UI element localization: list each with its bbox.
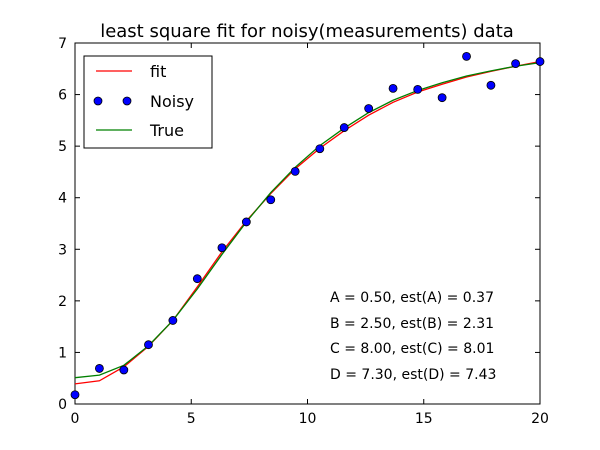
series-noisy-point-10 — [315, 144, 325, 154]
series-noisy-point-0 — [70, 390, 80, 400]
series-noisy-point-4 — [168, 316, 178, 325]
y-tick-label-5: 5 — [58, 139, 67, 155]
series-noisy-point-16 — [462, 52, 471, 61]
series-noisy-point-3 — [144, 340, 153, 350]
chart-title: least square fit for noisy(measurements)… — [100, 21, 514, 42]
y-tick-label-3: 3 — [58, 242, 67, 258]
series-noisy-point-7 — [241, 217, 251, 227]
annotation-d: D = 7.30, est(D) = 7.43 — [330, 367, 496, 383]
x-tick-label-2: 10 — [299, 411, 317, 427]
x-tick-label-1: 5 — [187, 411, 196, 427]
series-noisy-point-17 — [486, 80, 496, 90]
series-noisy-point-11 — [339, 123, 349, 132]
x-tick-label-3: 15 — [415, 411, 433, 427]
axis-ticks: 0 5 10 15 20 0 1 2 3 4 5 6 7 — [58, 36, 549, 427]
y-tick-label-2: 2 — [58, 294, 67, 310]
series-noisy-point-1 — [95, 364, 104, 373]
legend: fit Noisy True — [83, 55, 213, 149]
series-noisy-point-8 — [266, 195, 276, 205]
y-tick-label-1: 1 — [58, 345, 67, 361]
legend-noisy-marker-left — [93, 96, 103, 106]
legend-fit-label: fit — [150, 62, 166, 81]
annotation-c: C = 8.00, est(C) = 8.01 — [330, 341, 494, 357]
series-noisy-point-19 — [535, 57, 545, 66]
annotation-block: A = 0.50, est(A) = 0.37 B = 2.50, est(B)… — [330, 290, 496, 383]
legend-noisy-marker-right — [122, 96, 132, 106]
legend-true-label: True — [149, 121, 184, 140]
series-noisy-point-14 — [413, 85, 423, 94]
series-noisy-point-6 — [217, 243, 227, 253]
annotation-a: A = 0.50, est(A) = 0.37 — [330, 290, 494, 306]
y-tick-label-4: 4 — [58, 191, 67, 207]
series-layer — [70, 52, 545, 400]
y-tick-label-6: 6 — [58, 88, 67, 104]
series-noisy-point-15 — [437, 93, 447, 103]
y-tick-label-7: 7 — [58, 36, 67, 52]
y-tick-label-0: 0 — [58, 397, 67, 413]
series-noisy-point-9 — [290, 167, 300, 176]
series-noisy-point-5 — [192, 274, 202, 284]
annotation-b: B = 2.50, est(B) = 2.31 — [330, 316, 494, 332]
series-noisy-point-2 — [119, 365, 129, 375]
series-noisy-point-18 — [511, 59, 520, 69]
series-noisy-point-13 — [388, 83, 398, 93]
series-noisy-point-12 — [364, 104, 374, 113]
x-tick-label-4: 20 — [531, 411, 549, 427]
series-true-line — [74, 61, 541, 379]
x-tick-label-0: 0 — [71, 411, 80, 427]
legend-noisy-label: Noisy — [150, 92, 194, 111]
